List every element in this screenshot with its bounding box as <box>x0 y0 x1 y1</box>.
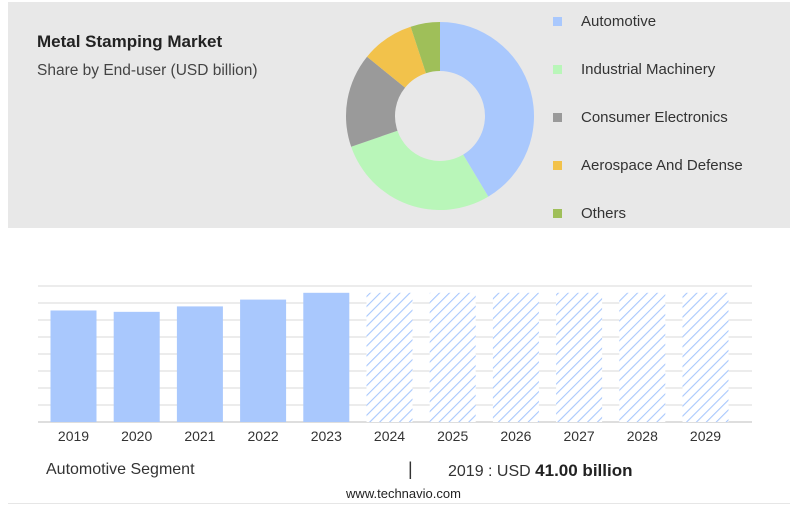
legend-label: Consumer Electronics <box>581 109 728 126</box>
bar-series <box>50 292 729 422</box>
forecast-bar-2027 <box>556 292 603 422</box>
forecast-bar-2025 <box>429 292 476 422</box>
legend-item-consumer-electronics: Consumer Electronics <box>553 108 728 128</box>
footer-separator: | <box>408 459 413 479</box>
forecast-bar-2024 <box>366 292 413 422</box>
legend-swatch <box>553 16 562 26</box>
segment-value: 2019 : USD 41.00 billion <box>448 461 632 481</box>
legend-item-industrial-machinery: Industrial Machinery <box>553 60 715 80</box>
legend-swatch <box>553 112 562 122</box>
legend-item-others: Others <box>553 204 626 224</box>
legend-item-aerospace-and-defense: Aerospace And Defense <box>553 156 743 176</box>
chart-subtitle: Share by End-user (USD billion) <box>37 62 258 79</box>
x-tick-2020: 2020 <box>121 428 152 444</box>
x-tick-2027: 2027 <box>564 428 595 444</box>
donut-slice-automotive <box>440 22 534 197</box>
forecast-bar-2028 <box>619 292 666 422</box>
legend-swatch <box>553 160 562 170</box>
segment-value-amount: 41.00 billion <box>535 461 633 480</box>
legend-swatch <box>553 64 562 74</box>
legend-label: Automotive <box>581 13 657 30</box>
donut-slice-aerospace-and-defense <box>367 26 426 88</box>
x-tick-2022: 2022 <box>248 428 279 444</box>
x-tick-2026: 2026 <box>500 428 531 444</box>
bar-2019 <box>50 310 97 422</box>
chart-title: Metal Stamping Market <box>37 32 223 51</box>
bottom-divider <box>8 503 790 504</box>
bar-2023 <box>303 292 350 422</box>
donut-chart <box>346 22 534 210</box>
donut-slice-industrial-machinery <box>351 130 489 210</box>
x-axis-ticks: 2019 2020 2021 2022 2023 2024 2025 2026 2027 2028… <box>58 428 721 444</box>
forecast-bar-2026 <box>492 292 539 422</box>
forecast-bar-2029 <box>682 292 729 422</box>
donut-slice-consumer-electronics <box>346 56 406 147</box>
legend-label: Others <box>581 205 627 222</box>
x-tick-2019: 2019 <box>58 428 89 444</box>
x-tick-2023: 2023 <box>311 428 342 444</box>
bar-2022 <box>240 299 287 422</box>
bar-chart: 2019 2020 2021 2022 2023 2024 2025 2026 2027 2028… <box>38 285 752 444</box>
segment-value-prefix: 2019 : USD <box>448 463 531 480</box>
segment-label: Automotive Segment <box>46 461 195 478</box>
bar-2021 <box>176 306 223 422</box>
x-tick-2021: 2021 <box>184 428 215 444</box>
legend-label: Aerospace And Defense <box>581 157 743 174</box>
legend-item-automotive: Automotive <box>553 12 656 32</box>
donut-slice-others <box>410 22 440 74</box>
x-tick-2025: 2025 <box>437 428 468 444</box>
source-website: www.technavio.com <box>346 486 461 501</box>
bar-2020 <box>113 311 160 422</box>
x-tick-2024: 2024 <box>374 428 405 444</box>
x-tick-2028: 2028 <box>627 428 658 444</box>
x-tick-2029: 2029 <box>690 428 721 444</box>
legend-swatch <box>553 208 562 218</box>
legend-label: Industrial Machinery <box>581 61 716 78</box>
